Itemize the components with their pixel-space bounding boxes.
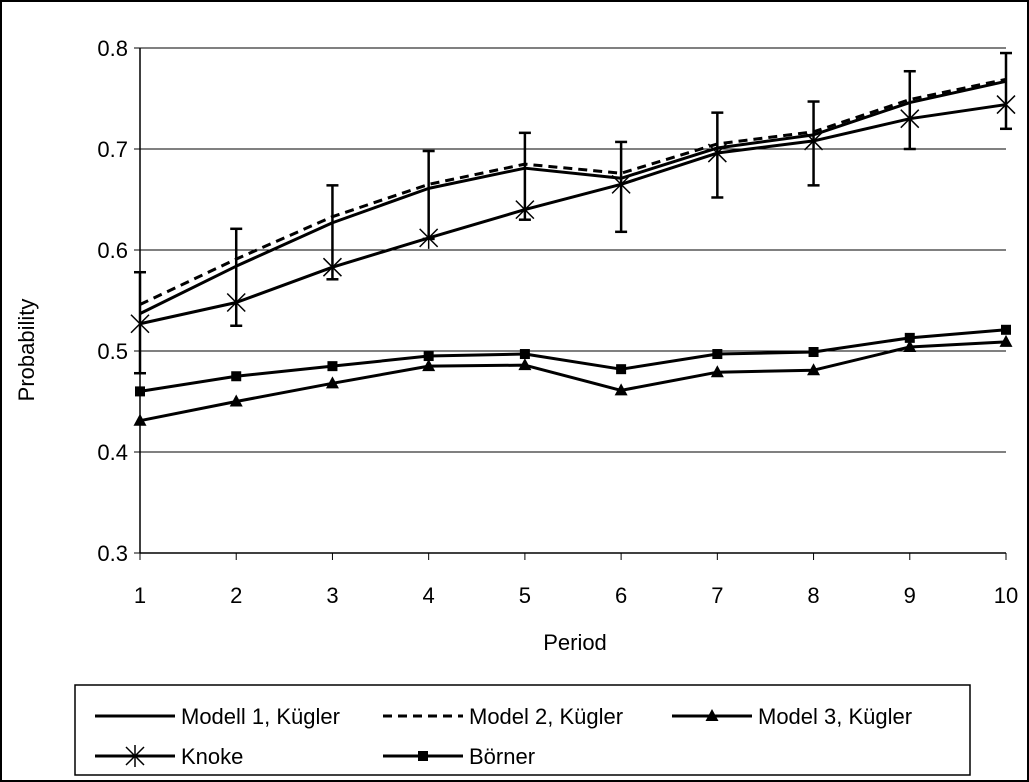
- legend-item-5: Börner: [383, 744, 535, 769]
- data-point: [133, 413, 147, 426]
- series-line: [139, 328, 1007, 393]
- data-point: [322, 256, 342, 279]
- legend-item-3: Model 3, Kügler: [672, 704, 912, 729]
- data-point: [712, 349, 723, 360]
- x-tick-label: 9: [904, 583, 916, 608]
- data-point: [999, 334, 1013, 347]
- x-tick-label: 7: [711, 583, 723, 608]
- data-point: [518, 358, 532, 371]
- x-tick-label: 4: [423, 583, 435, 608]
- data-point: [135, 386, 145, 397]
- data-point: [807, 363, 821, 376]
- data-point: [1001, 324, 1011, 335]
- data-point: [611, 173, 631, 196]
- series-1: [139, 79, 1007, 315]
- data-point: [231, 371, 242, 382]
- data-point: [325, 376, 339, 389]
- series-2: [139, 77, 1007, 306]
- legend: Modell 1, Kügler Model 2, Kügler Model 3, …: [95, 704, 912, 769]
- data-point: [808, 347, 819, 358]
- legend-item-1: Modell 1, Kügler: [95, 704, 340, 729]
- x-axis-title: Period: [543, 630, 607, 655]
- legend-item-2: Model 2, Kügler: [383, 704, 623, 729]
- series-line: [139, 103, 1007, 326]
- series-line: [139, 79, 1007, 315]
- data-point: [996, 93, 1016, 116]
- data-point: [900, 107, 920, 130]
- x-tick-label: 10: [994, 583, 1018, 608]
- series-line: [139, 77, 1007, 306]
- y-axis-title: Probability: [14, 299, 39, 402]
- data-point: [423, 351, 434, 362]
- legend-label: Knoke: [181, 744, 243, 769]
- data-point: [710, 365, 724, 378]
- legend-label: Börner: [469, 744, 535, 769]
- x-tick-label: 1: [134, 583, 146, 608]
- x-tick-label: 5: [519, 583, 531, 608]
- series-5: [135, 324, 1011, 397]
- y-tick-label: 0.6: [97, 238, 128, 263]
- data-point: [904, 332, 915, 343]
- legend-label: Model 3, Kügler: [758, 704, 912, 729]
- y-tick-label: 0.5: [97, 339, 128, 364]
- x-tick-label: 8: [807, 583, 819, 608]
- x-tick-label: 2: [230, 583, 242, 608]
- data-point: [229, 394, 243, 407]
- series-3: [133, 334, 1013, 426]
- legend-marker: [125, 745, 145, 767]
- legend-label: Modell 1, Kügler: [181, 704, 340, 729]
- data-point: [903, 339, 917, 352]
- legend-box: [74, 684, 971, 776]
- data-point: [804, 129, 824, 152]
- series-4: [130, 93, 1016, 335]
- legend-label: Model 2, Kügler: [469, 704, 623, 729]
- x-tick-label: 3: [326, 583, 338, 608]
- series-lines: [130, 51, 1016, 426]
- data-point: [519, 349, 530, 360]
- data-point: [707, 142, 727, 165]
- y-tick-label: 0.8: [97, 36, 128, 61]
- x-tick-label: 6: [615, 583, 627, 608]
- data-point: [130, 312, 150, 335]
- data-point: [422, 359, 436, 372]
- data-point: [327, 361, 338, 372]
- data-point: [616, 364, 627, 375]
- legend-marker: [705, 709, 719, 721]
- data-point: [515, 198, 535, 221]
- data-point: [226, 291, 246, 314]
- y-tick-label: 0.7: [97, 137, 128, 162]
- y-tick-label: 0.3: [97, 541, 128, 566]
- data-point: [614, 383, 628, 396]
- data-point: [419, 226, 439, 249]
- series-line: [139, 340, 1007, 423]
- legend-marker: [418, 751, 428, 761]
- y-tick-label: 0.4: [97, 440, 128, 465]
- legend-item-4: Knoke: [95, 744, 243, 769]
